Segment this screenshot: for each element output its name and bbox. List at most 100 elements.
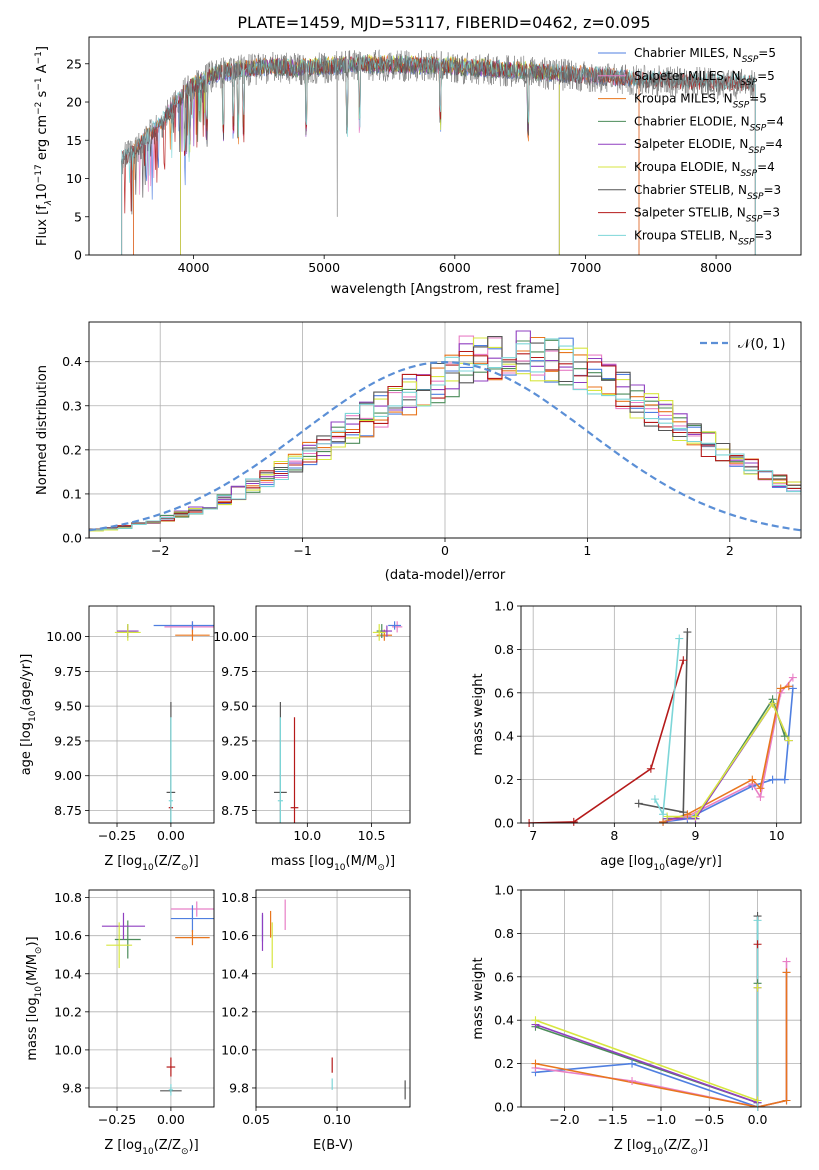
y-axis-label-part: 10 (28, 710, 38, 722)
y-tick-label: 10.6 (221, 928, 249, 943)
axes-frame (520, 605, 802, 824)
series-marker (531, 1016, 540, 1025)
y-tick-label: 0 (74, 248, 82, 263)
x-axis-label: Z [log10(Z/Z⊙)] (104, 854, 198, 873)
legend-name: Salpeter ELODIE, N (634, 137, 748, 151)
x-tick-label: 9 (692, 828, 700, 843)
y-tick-label: 9.50 (221, 699, 249, 714)
legend-sub: SSP (748, 146, 765, 156)
series-marker (675, 634, 684, 643)
legend-name: Kroupa MILES, N (634, 92, 733, 106)
legend-sub: SSP (738, 237, 755, 247)
series-marker (569, 817, 578, 826)
x-tick-label: −1 (293, 543, 311, 558)
axes-frame (520, 889, 802, 1108)
axes-mass_vs_Z: −0.25 0.009.810.010.210.410.610.8Z [log10… (25, 889, 215, 1157)
y-tick-label: 10.4 (54, 966, 82, 981)
y-tick-label: 20 (66, 95, 82, 110)
y-tick-label: 9.25 (54, 733, 82, 748)
x-axis-label-part: ⊙ (377, 863, 385, 873)
legend-sub: SSP (742, 55, 759, 65)
y-tick-label: 1.0 (494, 599, 514, 614)
x-axis-label-part: (Z/Z (663, 1138, 690, 1153)
y-axis-label: mass weight (471, 673, 486, 755)
y-tick-label: 9.25 (221, 733, 249, 748)
x-axis-label-part: 10 (653, 863, 665, 873)
series-marker (768, 699, 777, 708)
x-axis-label-part: (M/M (346, 854, 378, 869)
x-tick-label: 1 (583, 543, 591, 558)
legend-label: Kroupa STELIB, NSSP=3 (634, 228, 772, 247)
x-axis-label-part: )] (385, 854, 395, 869)
legend-label: Chabrier MILES, NSSP=5 (634, 46, 776, 65)
legend-name: Kroupa STELIB, N (634, 228, 738, 242)
y-axis-label: mass [log10(M/M⊙)] (25, 936, 44, 1060)
y-axis-label-part: s (35, 90, 50, 101)
x-axis-label-part: Z [log (614, 1138, 652, 1153)
y-tick-label: 0.3 (62, 398, 82, 413)
x-tick-label: 0.10 (323, 1112, 351, 1127)
x-tick-label: −0.25 (98, 828, 136, 843)
y-tick-label: 10.0 (54, 1042, 82, 1057)
legend-label: Salpeter STELIB, NSSP=3 (634, 206, 780, 225)
y-axis-label-part: −2 (34, 102, 44, 115)
series-marker (679, 656, 688, 665)
y-tick-label: 0.6 (494, 969, 514, 984)
axes-spectrum: 4000 5000 6000 7000 8000 0 5 10 15 20 25 Chabrier M… (34, 36, 802, 297)
x-axis-label-part: ⊙ (690, 1147, 698, 1157)
y-axis-label: mass weight (471, 957, 486, 1039)
x-axis-label: age [log10(age/yr)] (600, 854, 722, 873)
y-tick-label: 9.50 (54, 699, 82, 714)
y-tick-label: 9.75 (54, 664, 82, 679)
x-axis-label-part: )] (189, 1138, 199, 1153)
x-axis-label: Z [log10(Z/Z⊙)] (614, 1138, 708, 1157)
x-axis-label-part: 10 (652, 1147, 664, 1157)
legend-suffix: =5 (749, 92, 767, 106)
legend-name: Chabrier ELODIE, N (634, 114, 750, 128)
series-marker (784, 682, 793, 691)
axes-weight_vs_Z: −2.0 −1.5 −1.0 −0.5 0.0 0.0 0.2 0.4 0.6 0.8 1.0 Z [… (471, 883, 802, 1157)
x-tick-label: −1.5 (598, 1112, 628, 1127)
series-line (535, 972, 788, 1107)
y-tick-label: 5 (74, 209, 82, 224)
y-axis-label-part: −1 (34, 51, 44, 64)
y-axis-label-part: (M/M (25, 954, 40, 986)
x-tick-label: 5000 (308, 260, 340, 275)
series-marker (683, 810, 692, 819)
x-tick-label: 0.00 (157, 1112, 185, 1127)
x-axis-label-part: Z [log (104, 854, 142, 869)
x-tick-label: 0.05 (242, 1112, 270, 1127)
series-marker (683, 628, 692, 637)
y-tick-label: 1.0 (494, 883, 514, 898)
x-tick-label: 10.0 (293, 828, 321, 843)
x-tick-label: 8 (610, 828, 618, 843)
x-axis-label-part: 10 (334, 863, 346, 873)
y-tick-label: 0.8 (494, 926, 514, 941)
y-tick-label: 0.0 (494, 1100, 514, 1115)
legend-name: Salpeter MILES, N (634, 69, 741, 83)
x-tick-label: −2.0 (549, 1112, 579, 1127)
spectrum-observed-line (121, 49, 756, 217)
plot-area (261, 899, 406, 1100)
y-tick-label: 8.75 (221, 803, 249, 818)
legend-name: Chabrier STELIB, N (634, 183, 747, 197)
y-tick-label: 15 (66, 133, 82, 148)
legend-name: Salpeter STELIB, N (634, 206, 746, 220)
series-marker (628, 1076, 637, 1085)
y-axis-label-part: (age/yr)] (19, 654, 34, 711)
series-marker (659, 817, 668, 826)
legend-suffix: =3 (754, 228, 772, 242)
y-tick-label: 0.6 (494, 685, 514, 700)
x-axis-label-part: (Z/Z (154, 1138, 181, 1153)
y-axis-label: Flux [fλ10−17 erg cm−2 s−1 A−1] (34, 46, 54, 246)
y-tick-label: 10.8 (221, 890, 249, 905)
series-marker (788, 684, 797, 693)
y-tick-label: 10 (66, 171, 82, 186)
y-tick-label: 8.75 (54, 803, 82, 818)
x-tick-label: −1.0 (646, 1112, 676, 1127)
series-marker (753, 983, 762, 992)
y-axis-label-part: Flux [f (35, 205, 50, 246)
x-axis-label-part: (Z/Z (154, 854, 181, 869)
